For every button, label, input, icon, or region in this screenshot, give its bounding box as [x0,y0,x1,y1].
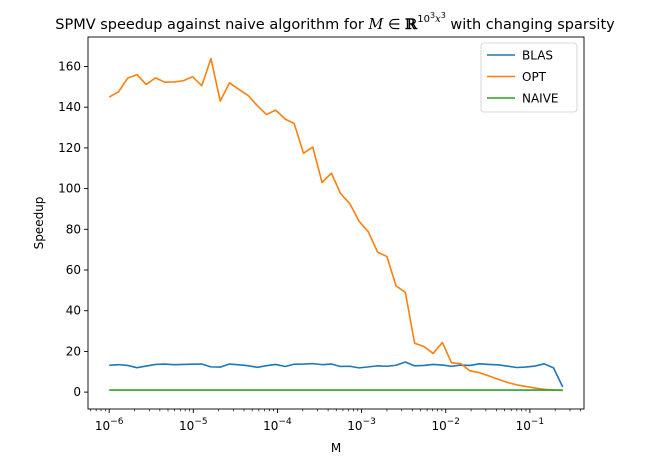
y-axis-label: Speedup [32,197,46,250]
x-tick-label: 10−5 [179,417,208,433]
series-layer [108,57,564,392]
x-tick-label: 10−3 [347,417,376,433]
y-tick-label: 20 [66,344,81,358]
legend-label-naive: NAIVE [522,92,559,106]
chart-title: SPMV speedup against naive algorithm for… [55,11,615,33]
y-tick-label: 120 [58,141,81,155]
series-line-blas [109,361,564,388]
y-tick-label: 140 [58,100,81,114]
y-tick-label: 60 [66,263,81,277]
y-tick-label: 160 [58,60,81,74]
x-minor-ticks [90,409,581,412]
y-tick-label: 0 [73,385,81,399]
legend-label-opt: OPT [522,70,547,84]
x-tick-label: 10−1 [516,417,545,433]
legend: BLAS OPT NAIVE [480,42,578,113]
x-tick-label: 10−6 [95,417,124,433]
legend-box [480,42,578,113]
y-tick-label: 100 [58,182,81,196]
x-axis-label: M [331,441,341,455]
x-tick-label: 10−2 [431,417,460,433]
y-tick-label: 80 [66,222,81,236]
legend-label-blas: BLAS [522,49,553,63]
x-axis: 10−6 10−5 10−4 10−3 10−2 10−1 [95,409,544,433]
y-axis: 0 20 40 60 80 100 120 140 160 [58,60,88,399]
y-tick-label: 40 [66,304,81,318]
plot-area [87,36,585,410]
x-tick-label: 10−4 [263,417,292,433]
series-line-opt [108,57,563,392]
